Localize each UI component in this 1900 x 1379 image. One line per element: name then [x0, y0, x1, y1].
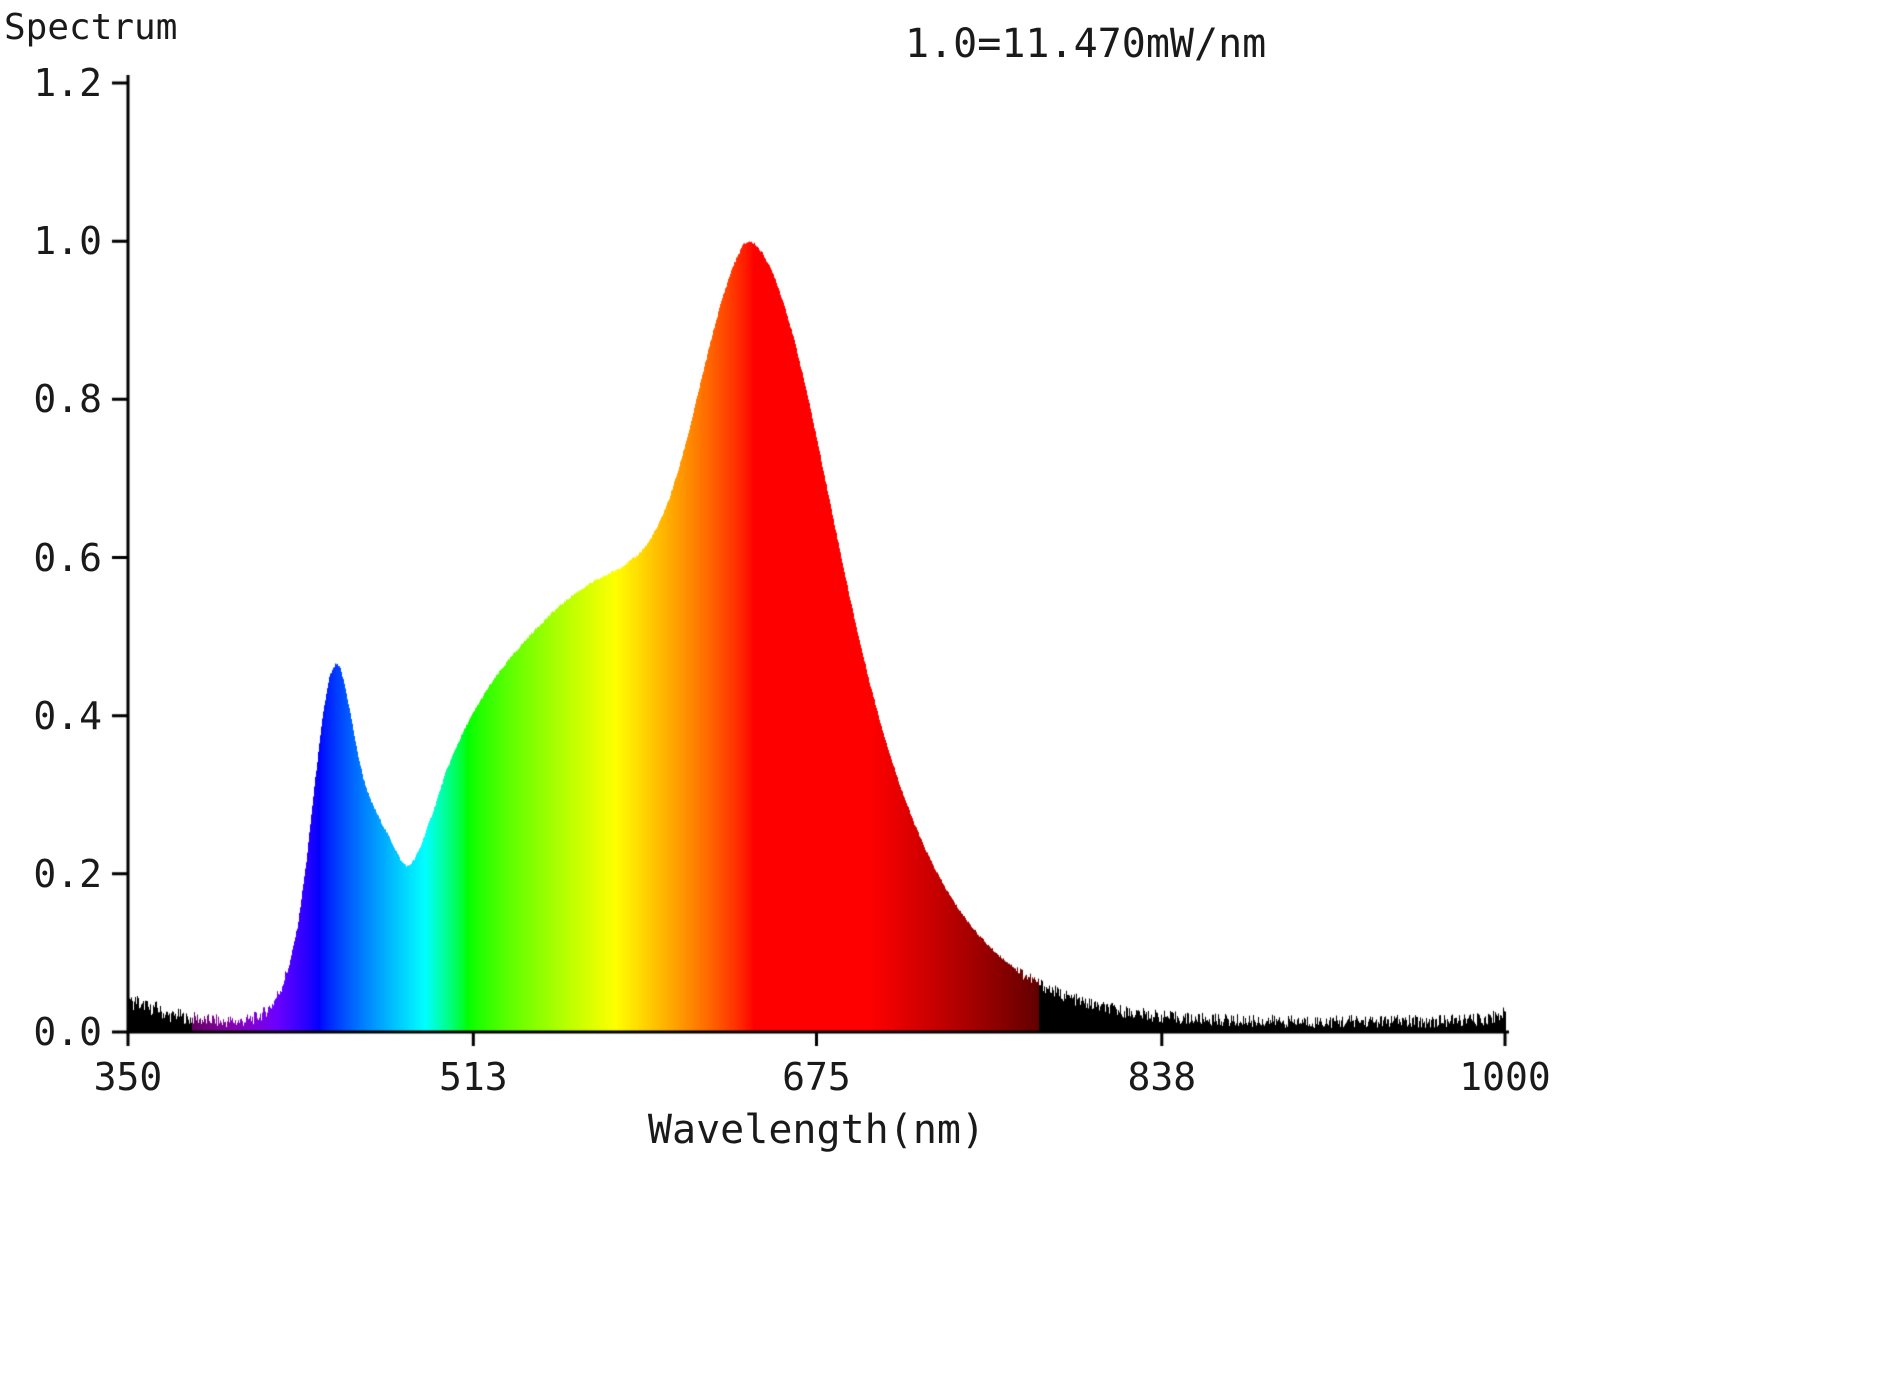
chart-title: Spectrum [4, 7, 178, 48]
x-tick-label: 350 [93, 1055, 163, 1099]
y-tick-label: 1.2 [33, 61, 102, 105]
x-tick-label: 1000 [1459, 1055, 1551, 1099]
x-tick-label: 838 [1127, 1055, 1197, 1099]
y-tick-label: 0.0 [33, 1010, 102, 1054]
y-tick-label: 0.2 [33, 851, 102, 896]
x-tick-label: 675 [782, 1055, 851, 1099]
y-tick-label: 0.8 [33, 377, 102, 422]
y-tick-label: 1.0 [33, 219, 102, 264]
x-axis-title: Wavelength(nm) [647, 1107, 986, 1153]
y-tick-label: 0.6 [33, 535, 102, 580]
x-tick-label: 513 [438, 1055, 508, 1099]
scale-calibration-label: 1.0=11.470mW/nm [905, 21, 1267, 67]
y-tick-label: 0.4 [33, 693, 102, 738]
